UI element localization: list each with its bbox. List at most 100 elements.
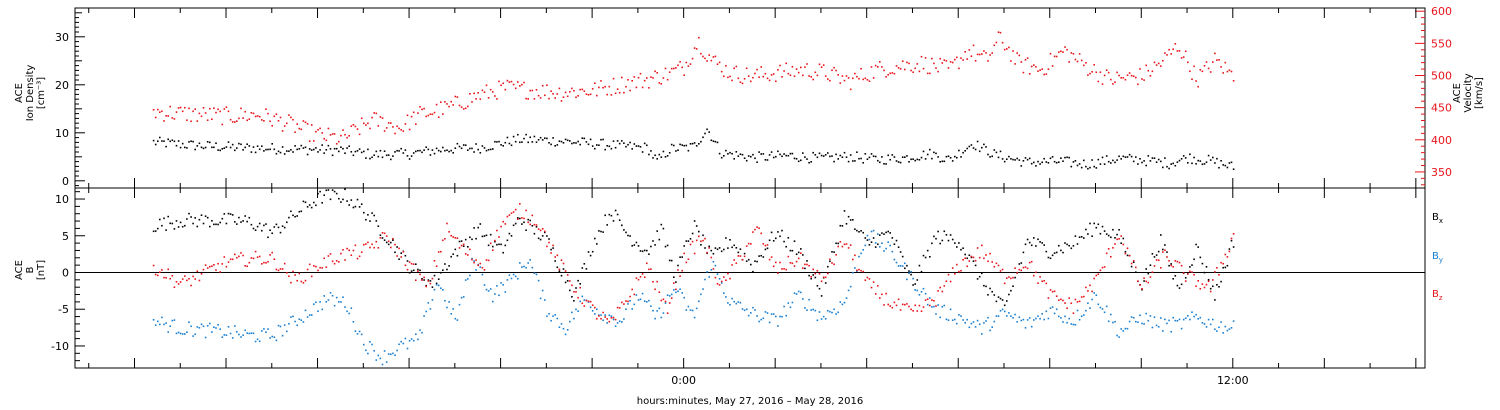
velocity-point <box>727 76 729 79</box>
field-point-bx <box>712 252 715 255</box>
field-point-bz <box>648 268 650 271</box>
field-point-by <box>435 283 438 286</box>
field-point-bz <box>179 281 182 283</box>
density-point <box>1174 164 1177 167</box>
velocity-point <box>989 54 991 56</box>
density-point <box>1164 157 1166 159</box>
field-point-by <box>1172 316 1174 319</box>
density-point <box>350 151 353 153</box>
field-point-bx <box>1051 254 1054 257</box>
field-point-bx <box>231 214 234 216</box>
field-point-bx <box>1199 256 1202 259</box>
field-point-bz <box>217 262 219 265</box>
field-point-bz <box>1003 282 1006 285</box>
velocity-point <box>870 66 873 68</box>
field-point-bx <box>263 224 265 227</box>
field-point-by <box>1085 309 1087 312</box>
field-point-bz <box>939 286 941 289</box>
field-point-by <box>1055 308 1058 311</box>
field-point-bx <box>1164 244 1166 246</box>
density-point <box>1014 159 1016 161</box>
velocity-point <box>1035 66 1037 68</box>
field-point-by <box>1187 315 1189 317</box>
field-point-by <box>633 303 636 306</box>
field-point-bx <box>816 285 819 287</box>
density-point <box>531 141 534 143</box>
field-point-by <box>1128 320 1131 323</box>
velocity-point <box>292 118 294 121</box>
field-point-bx <box>510 235 513 237</box>
field-point-by <box>824 318 827 320</box>
field-point-by <box>456 319 459 321</box>
density-point <box>1053 160 1056 163</box>
field-point-bz <box>1226 256 1229 258</box>
field-point-by <box>910 271 912 273</box>
field-point-bz <box>504 223 507 225</box>
field-point-by <box>718 278 721 280</box>
field-point-bx <box>1203 271 1206 274</box>
field-point-bz <box>288 275 290 277</box>
velocity-point <box>968 49 971 51</box>
density-point <box>200 146 203 149</box>
velocity-point <box>631 80 633 82</box>
field-point-bx <box>808 274 810 277</box>
field-point-by <box>735 302 738 305</box>
field-point-bx <box>918 264 921 267</box>
field-point-by <box>358 330 361 333</box>
field-point-bx <box>1228 248 1231 250</box>
field-point-bx <box>394 251 396 254</box>
field-point-bx <box>812 274 814 276</box>
field-point-by <box>577 310 579 312</box>
field-point-by <box>304 309 307 312</box>
field-point-bz <box>1145 280 1147 283</box>
velocity-point <box>533 98 536 100</box>
field-point-by <box>498 294 500 297</box>
velocity-tick-label: 350 <box>1431 166 1452 179</box>
field-point-by <box>1218 326 1220 329</box>
velocity-point <box>541 84 544 87</box>
velocity-point <box>1062 51 1064 53</box>
field-point-by <box>1232 320 1235 322</box>
velocity-point <box>881 66 883 68</box>
field-point-bx <box>587 251 590 253</box>
density-point <box>410 155 413 157</box>
field-point-bz <box>473 261 475 264</box>
velocity-point <box>1076 60 1079 63</box>
density-point <box>837 158 839 160</box>
field-point-bz <box>1053 290 1056 293</box>
velocity-point <box>1216 59 1218 61</box>
density-point <box>1226 166 1229 169</box>
velocity-point <box>1201 70 1204 73</box>
field-point-bz <box>708 247 710 249</box>
field-point-by <box>675 291 677 294</box>
field-point-bz <box>1178 261 1181 264</box>
field-point-by <box>398 343 400 346</box>
density-point <box>348 145 350 147</box>
field-point-bz <box>1080 296 1083 298</box>
field-point-bz <box>440 250 442 253</box>
field-point-bx <box>820 295 823 297</box>
field-point-bz <box>650 268 652 270</box>
field-point-by <box>1212 318 1214 321</box>
field-point-bz <box>340 252 342 255</box>
density-point <box>739 153 742 155</box>
field-point-bz <box>479 262 482 265</box>
field-point-bx <box>442 269 444 271</box>
velocity-point <box>987 60 989 62</box>
field-point-bz <box>629 295 631 298</box>
density-point <box>770 151 773 153</box>
field-point-by <box>1207 318 1210 321</box>
field-point-by <box>777 325 779 327</box>
field-point-bz <box>579 286 581 289</box>
field-point-bx <box>179 221 182 224</box>
field-point-bx <box>856 229 858 232</box>
field-point-by <box>1228 328 1231 330</box>
field-point-bz <box>737 255 740 257</box>
velocity-point <box>325 139 328 142</box>
density-point <box>1062 160 1064 162</box>
field-point-bz <box>1001 268 1004 271</box>
field-point-by <box>494 293 496 295</box>
density-point <box>1074 160 1077 162</box>
field-point-by <box>1033 319 1035 321</box>
field-point-bx <box>889 232 891 234</box>
